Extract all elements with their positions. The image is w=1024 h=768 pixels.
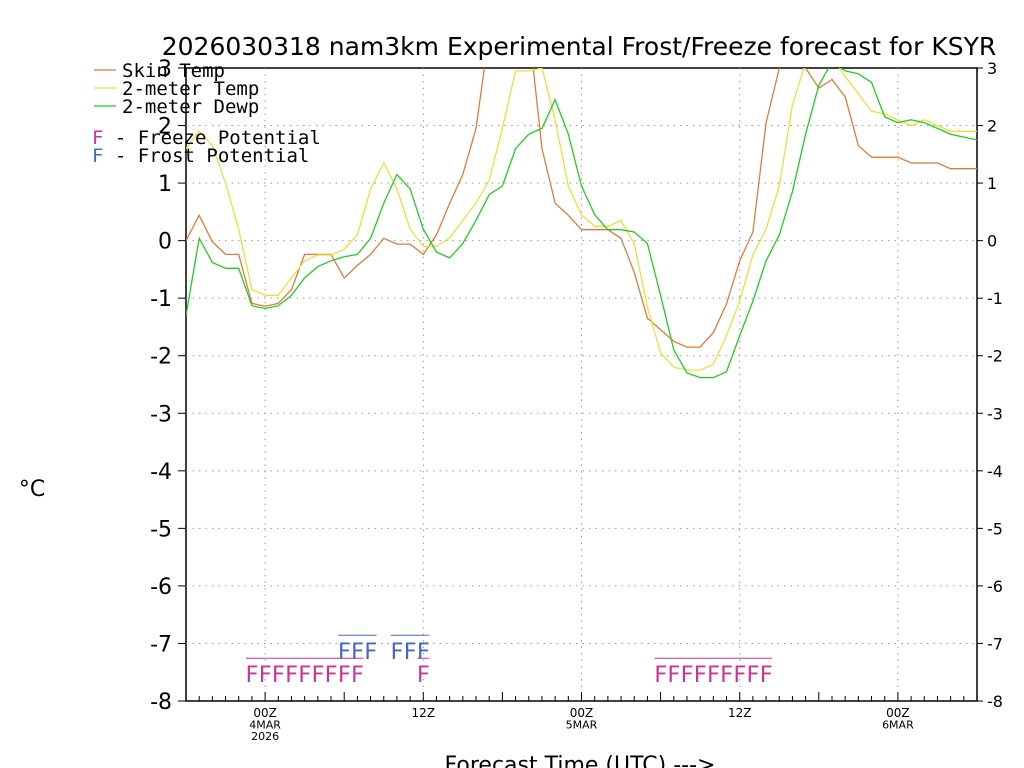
y-tick-label-right: -7 xyxy=(987,634,1003,653)
y-tick-label-left: -6 xyxy=(150,575,172,600)
y-tick-label-right: 2 xyxy=(987,117,997,136)
x-tick-label: 12Z xyxy=(728,706,752,720)
y-tick-label-left: -1 xyxy=(150,287,172,312)
y-axis-right: -8 -7 -6 -5 -4 -3 -2 -1 0 1 2 3 xyxy=(977,59,1003,711)
series-line-2-meter-temp xyxy=(186,68,977,371)
potential-marker-0: F xyxy=(654,663,667,688)
y-tick-label-left: -8 xyxy=(150,690,172,715)
potential-marker-1: F xyxy=(351,640,364,665)
potential-marker-0: F xyxy=(338,663,351,688)
potential-marker-1: F xyxy=(403,640,416,665)
y-axis-left: -8 -7 -6 -5 -4 -3 -2 -1 0 1 2 3 xyxy=(150,57,186,715)
series-line-2-meter-dewp xyxy=(186,68,977,379)
y-tick-label-left: -7 xyxy=(150,632,172,657)
potential-marker-0: F xyxy=(417,663,430,688)
x-axis-label: Forecast Time (UTC) ---> xyxy=(445,753,716,768)
x-tick-label: 12Z xyxy=(412,706,436,720)
legend-potential-char: F xyxy=(92,145,103,167)
y-tick-label-left: -3 xyxy=(150,402,172,427)
y-tick-label-right: -1 xyxy=(987,289,1003,308)
potential-marker-1: F xyxy=(364,640,377,665)
y-tick-label-right: -6 xyxy=(987,577,1003,596)
y-axis-label: °C xyxy=(19,477,45,502)
y-tick-label-right: -3 xyxy=(987,404,1003,423)
y-tick-label-left: -4 xyxy=(150,460,172,485)
legend-potential-text: - Frost Potential xyxy=(103,145,309,167)
potential-marker-0: F xyxy=(245,663,258,688)
potential-marker-0: F xyxy=(707,663,720,688)
grid-lines xyxy=(186,68,977,701)
y-tick-label-right: -2 xyxy=(987,347,1003,366)
y-tick-label-left: -2 xyxy=(150,345,172,370)
potential-marker-0: F xyxy=(694,663,707,688)
x-tick-label: 2026 xyxy=(251,730,279,743)
potential-marker-0: F xyxy=(298,663,311,688)
legend-label: 2-meter Dewp xyxy=(122,96,259,118)
potential-marker-0: F xyxy=(324,663,337,688)
x-tick-label: 00Z xyxy=(570,706,594,720)
y-tick-label-left: 1 xyxy=(158,172,172,197)
y-tick-label-right: 0 xyxy=(987,232,997,251)
chart-title: 2026030318 nam3km Experimental Frost/Fre… xyxy=(162,32,996,61)
y-tick-label-left: -5 xyxy=(150,517,172,542)
x-tick-label: 5MAR xyxy=(566,719,598,732)
potential-marker-0: F xyxy=(720,663,733,688)
potential-marker-0: F xyxy=(285,663,298,688)
legend-label: 2-meter Temp xyxy=(122,78,259,100)
potential-marker-0: F xyxy=(733,663,746,688)
legend-label: Skin Temp xyxy=(122,60,225,82)
legend-potential-text: - Freeze Potential xyxy=(103,127,320,149)
potential-marker-0: F xyxy=(746,663,759,688)
legend-potential-label: F - Freeze Potential xyxy=(92,127,321,149)
series-lines xyxy=(186,68,977,379)
x-tick-label: 4MAR xyxy=(249,719,281,732)
potential-marker-0: F xyxy=(272,663,285,688)
potential-marker-0: F xyxy=(759,663,772,688)
potential-marker-0: F xyxy=(667,663,680,688)
y-tick-label-left: 0 xyxy=(158,230,172,255)
y-tick-label-right: -4 xyxy=(987,462,1003,481)
x-tick-label: 00Z xyxy=(253,706,277,720)
potential-marker-0: F xyxy=(680,663,693,688)
potential-markers: F F F F F F F F F F F F F F F F F F FF F F F F F xyxy=(245,634,773,688)
x-tick-label: 6MAR xyxy=(882,719,914,732)
potential-marker-0: F xyxy=(351,663,364,688)
y-tick-label-right: 3 xyxy=(987,59,997,78)
legend-potential-char: F xyxy=(92,127,103,149)
y-tick-label-left: 2 xyxy=(158,115,172,140)
y-tick-label-right: -5 xyxy=(987,519,1003,538)
y-tick-label-left: 3 xyxy=(158,57,172,82)
potential-marker-0: F xyxy=(258,663,271,688)
potential-marker-1: F xyxy=(338,640,351,665)
potential-marker-0: F xyxy=(311,663,324,688)
y-tick-label-right: -8 xyxy=(987,692,1003,711)
legend-potential-label: F - Frost Potential xyxy=(92,145,309,167)
potential-marker-1: F xyxy=(390,640,403,665)
potential-marker-1: F xyxy=(417,640,430,665)
x-tick-label: 00Z xyxy=(886,706,910,720)
y-tick-label-right: 1 xyxy=(987,174,997,193)
